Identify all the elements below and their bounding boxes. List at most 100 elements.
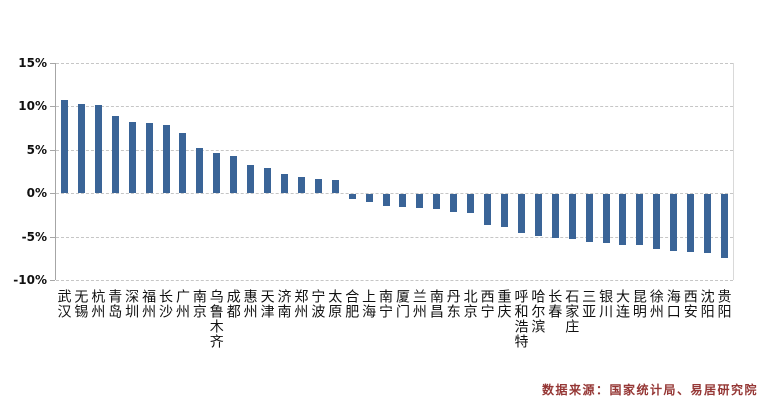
bar-武汉: [60, 100, 68, 194]
x-tick-label-北京: 北京: [461, 289, 477, 319]
x-tick-label-南宁: 南宁: [377, 289, 393, 319]
bar-福州: [145, 122, 153, 194]
x-tick-label-丹东: 丹东: [444, 289, 460, 319]
y-axis-tick: [50, 193, 55, 195]
bar-惠州: [247, 165, 255, 194]
bar-长春: [551, 194, 559, 238]
bar-兰州: [416, 194, 424, 209]
x-tick-label-呼和浩特: 呼和浩特: [512, 289, 528, 349]
bar-南宁: [382, 194, 390, 207]
bar-深圳: [128, 122, 136, 194]
x-tick-label-惠州: 惠州: [241, 289, 257, 319]
bar-大连: [619, 194, 627, 245]
x-tick-label-厦门: 厦门: [393, 289, 409, 319]
x-tick-label-济南: 济南: [275, 289, 291, 319]
x-tick-label-南京: 南京: [190, 289, 206, 319]
gridline-0%: [56, 193, 733, 195]
bar-西宁: [484, 194, 492, 225]
gridline-15%: [56, 63, 733, 64]
bar-郑州: [297, 176, 305, 194]
gridline-5%: [56, 149, 733, 151]
x-tick-label-长春: 长春: [546, 289, 562, 319]
bar-太原: [331, 180, 339, 194]
bar-南京: [196, 148, 204, 194]
x-tick-label-福州: 福州: [140, 289, 156, 319]
bar-呼和浩特: [517, 194, 525, 234]
bar-宁波: [314, 179, 322, 194]
bar-石家庄: [568, 194, 576, 240]
bar-北京: [467, 194, 475, 214]
x-tick-label-西宁: 西宁: [478, 289, 494, 319]
bar-济南: [280, 174, 288, 194]
y-axis-tick: [50, 106, 55, 108]
x-tick-label-郑州: 郑州: [292, 289, 308, 319]
bar-丹东: [450, 194, 458, 212]
x-tick-label-上海: 上海: [360, 289, 376, 319]
bar-青岛: [111, 115, 119, 194]
bar-长沙: [162, 125, 170, 194]
data-source-note: 数据来源：国家统计局、易居研究院: [541, 383, 758, 397]
bar-沈阳: [704, 194, 712, 254]
x-tick-label-海口: 海口: [664, 289, 680, 319]
x-tick-label-天津: 天津: [258, 289, 274, 319]
y-axis-tick: [50, 280, 55, 281]
y-axis-tick: [50, 63, 55, 64]
x-tick-label-太原: 太原: [326, 289, 342, 319]
x-tick-label-徐州: 徐州: [647, 289, 663, 319]
y-tick-label: 10%: [18, 99, 47, 114]
gridline-10%: [56, 106, 733, 108]
y-axis-tick: [50, 149, 55, 151]
x-tick-label-哈尔滨: 哈尔滨: [529, 289, 545, 334]
y-tick-label: 15%: [18, 56, 47, 70]
x-tick-label-南昌: 南昌: [427, 289, 443, 319]
bar-哈尔滨: [534, 194, 542, 236]
x-tick-label-成都: 成都: [224, 289, 240, 319]
bar-重庆: [501, 194, 508, 228]
x-tick-label-昆明: 昆明: [630, 289, 646, 319]
bar-三亚: [585, 194, 593, 242]
gridline--10%: [56, 280, 733, 281]
bar-天津: [264, 168, 272, 194]
bar-成都: [230, 155, 238, 194]
plot-area: [55, 63, 734, 281]
bar-无锡: [77, 103, 85, 194]
x-tick-label-重庆: 重庆: [495, 289, 511, 319]
gridline--5%: [56, 236, 733, 238]
x-tick-label-银川: 银川: [597, 289, 613, 319]
bar-厦门: [399, 194, 407, 208]
y-tick-label: -5%: [21, 229, 47, 244]
bar-昆明: [636, 194, 644, 246]
x-tick-label-大连: 大连: [613, 289, 629, 319]
bar-上海: [365, 194, 373, 202]
x-tick-label-青岛: 青岛: [106, 289, 122, 319]
x-tick-label-广州: 广州: [173, 289, 189, 319]
bar-贵阳: [721, 194, 729, 258]
bar-杭州: [94, 104, 102, 194]
y-tick-label: 5%: [26, 142, 47, 157]
x-tick-label-沈阳: 沈阳: [698, 289, 714, 319]
x-tick-label-长沙: 长沙: [157, 289, 172, 319]
x-tick-label-贵阳: 贵阳: [715, 289, 731, 319]
x-tick-label-无锡: 无锡: [72, 289, 88, 319]
bar-银川: [602, 194, 610, 243]
x-tick-label-杭州: 杭州: [89, 289, 105, 319]
x-tick-label-三亚: 三亚: [580, 289, 596, 319]
x-tick-label-深圳: 深圳: [123, 289, 139, 319]
bar-西安: [687, 194, 695, 253]
bar-徐州: [653, 194, 661, 249]
y-axis-tick: [50, 236, 55, 238]
x-tick-label-宁波: 宁波: [309, 289, 325, 319]
bar-广州: [179, 133, 187, 194]
x-tick-label-西安: 西安: [681, 289, 697, 319]
x-tick-label-武汉: 武汉: [55, 289, 71, 319]
x-tick-label-兰州: 兰州: [410, 289, 426, 319]
bar-南昌: [433, 194, 441, 209]
bar-海口: [670, 194, 678, 252]
bar-合肥: [348, 194, 356, 199]
x-tick-label-合肥: 合肥: [343, 289, 359, 319]
bar-乌鲁木齐: [213, 153, 221, 194]
x-tick-label-石家庄: 石家庄: [563, 289, 579, 334]
x-tick-label-乌鲁木齐: 乌鲁木齐: [207, 289, 223, 349]
y-tick-label: 0%: [26, 186, 47, 201]
